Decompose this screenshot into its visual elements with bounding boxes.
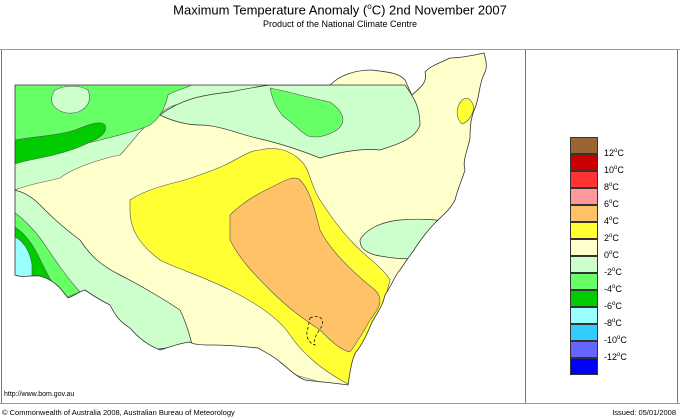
- title-text: Maximum Temperature Anomaly (: [173, 2, 368, 18]
- map-panel: [1, 50, 526, 403]
- legend-swatch-brown: [570, 137, 598, 154]
- legend-swatch: [570, 239, 598, 256]
- legend-label: -2oC: [604, 267, 622, 277]
- legend-label: -12oC: [604, 352, 627, 362]
- legend-swatch: [570, 307, 598, 324]
- legend-swatch: [570, 290, 598, 307]
- source-url: http://www.bom.gov.au: [4, 391, 75, 398]
- legend-swatch: [570, 341, 598, 358]
- title-date: C) 2nd November 2007: [371, 2, 507, 18]
- legend-swatch: [570, 171, 598, 188]
- legend-label: 10oC: [604, 165, 624, 175]
- degree-symbol: o: [367, 2, 372, 11]
- legend-swatch: [570, 188, 598, 205]
- legend-swatch: [570, 205, 598, 222]
- legend-label: -6oC: [604, 301, 622, 311]
- legend-swatch: [570, 324, 598, 341]
- legend-label: -8oC: [604, 318, 622, 328]
- chart-title: Maximum Temperature Anomaly (oC) 2nd Nov…: [0, 2, 680, 17]
- legend-label: 6oC: [604, 199, 619, 209]
- chart-frame: [0, 49, 680, 404]
- copyright-notice: © Commonwealth of Australia 2008, Austra…: [2, 408, 235, 417]
- act-border: [306, 316, 324, 346]
- nsw-border: [14, 52, 487, 386]
- legend-swatch: [570, 256, 598, 273]
- legend-label: 12oC: [604, 148, 624, 158]
- issued-date: Issued: 05/01/2008: [612, 408, 676, 417]
- legend-label: 4oC: [604, 216, 619, 226]
- legend-panel: [526, 50, 678, 403]
- legend-label: 0oC: [604, 250, 619, 260]
- legend-swatch: [570, 154, 598, 171]
- legend-label: -10oC: [604, 335, 627, 345]
- legend-label: 2oC: [604, 233, 619, 243]
- chart-subtitle: Product of the National Climate Centre: [262, 19, 418, 29]
- legend-swatch: [570, 358, 598, 375]
- legend-swatch: [570, 273, 598, 290]
- legend-label: -4oC: [604, 284, 622, 294]
- legend-label: 8oC: [604, 182, 619, 192]
- legend-swatch: [570, 222, 598, 239]
